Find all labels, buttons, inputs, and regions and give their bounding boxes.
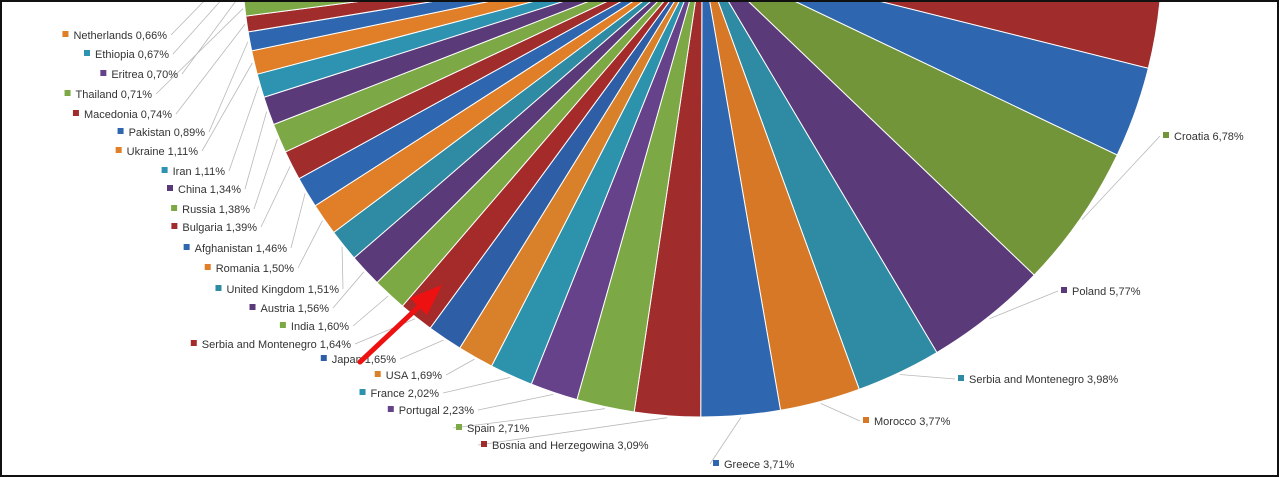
- leader-line-iran-1-11: [228, 86, 259, 172]
- slice-label-usa-1-69: USA 1,69%: [386, 370, 442, 382]
- slice-label-bulgaria-1-39: Bulgaria 1,39%: [182, 222, 257, 234]
- leader-line-india-1-60: [352, 295, 389, 327]
- leader-line-japan-1-65: [399, 339, 444, 360]
- legend-swatch-croatia-6-78: [1163, 132, 1169, 138]
- legend-swatch-afghanistan-1-46: [183, 244, 190, 250]
- red-arrow-annotation: [357, 285, 442, 365]
- slice-label-croatia-6-78: Croatia 6,78%: [1174, 131, 1244, 143]
- leader-line-afghanistan-1-46: [290, 193, 306, 249]
- leader-line-poland-5-77: [989, 290, 1059, 320]
- slice-label-pakistan-0-89: Pakistan 0,89%: [129, 127, 206, 139]
- legend-swatch-usa-1-69: [374, 371, 381, 377]
- leader-line-russia-1-38: [253, 138, 278, 210]
- leader-line-serbia-and-montenegro-3-98: [899, 374, 956, 380]
- slice-label-eritrea-0-70: Eritrea 0,70%: [111, 69, 178, 81]
- slice-label-morocco-3-77: Morocco 3,77%: [874, 416, 951, 428]
- slice-label-france-2-02: France 2,02%: [371, 388, 440, 400]
- leader-lines: [155, 2, 1161, 465]
- slice-label-greece-3-71: Greece 3,71%: [724, 459, 795, 471]
- slice-label-serbia-and-montenegro-1-64: Serbia and Montenegro 1,64%: [202, 339, 351, 351]
- legend-swatch-iran-1-11: [161, 167, 168, 173]
- leader-line-usa-1-69: [445, 358, 475, 376]
- legend-swatch-ukraine-1-11: [115, 147, 122, 153]
- leader-line-ukraine-1-11: [201, 62, 253, 152]
- slice-label-thailand-0-71: Thailand 0,71%: [76, 89, 153, 101]
- legend-swatch-morocco-3-77: [863, 417, 869, 423]
- leader-line-spain-2-71: [452, 408, 605, 429]
- pie-slice-thailand-0-71: [243, 2, 359, 17]
- leader-line-ethiopia-0-67: [172, 2, 221, 55]
- slice-label-portugal-2-23: Portugal 2,23%: [399, 405, 474, 417]
- legend-swatch-india-1-60: [279, 322, 286, 328]
- legend-swatch-spain-2-71: [456, 424, 462, 430]
- slice-label-united-kingdom-1-51: United Kingdom 1,51%: [226, 284, 339, 296]
- slice-label-ethiopia-0-67: Ethiopia 0,67%: [95, 49, 169, 61]
- slice-label-bosnia-and-herzegowina-3-09: Bosnia and Herzegowina 3,09%: [492, 440, 649, 452]
- leader-line-pakistan-0-89: [208, 41, 249, 133]
- leader-line-macedonia-0-74: [175, 24, 246, 115]
- legend-swatch-poland-5-77: [1061, 287, 1067, 293]
- slice-label-russia-1-38: Russia 1,38%: [182, 204, 250, 216]
- legend-swatch-japan-1-65: [320, 355, 327, 361]
- slice-label-spain-2-71: Spain 2,71%: [467, 423, 530, 435]
- slice-label-macedonia-0-74: Macedonia 0,74%: [84, 109, 172, 121]
- leader-line-china-1-34: [244, 111, 268, 190]
- leader-line-bulgaria-1-39: [260, 166, 291, 228]
- leader-line-austria-1-56: [332, 271, 365, 309]
- slice-label-austria-1-56: Austria 1,56%: [261, 303, 330, 315]
- leader-line-netherlands-0-66: [170, 2, 204, 36]
- legend-swatch-netherlands-0-66: [62, 31, 69, 37]
- legend-swatch-austria-1-56: [249, 304, 256, 310]
- legend-swatch-thailand-0-71: [64, 90, 71, 96]
- slice-label-afghanistan-1-46: Afghanistan 1,46%: [195, 243, 288, 255]
- legend-swatch-pakistan-0-89: [117, 128, 124, 134]
- legend-swatch-romania-1-50: [204, 264, 211, 270]
- leader-line-croatia-6-78: [1081, 135, 1161, 220]
- leader-line-portugal-2-23: [477, 394, 554, 411]
- slice-label-china-1-34: China 1,34%: [178, 184, 241, 196]
- legend-swatch-eritrea-0-70: [100, 70, 107, 76]
- slice-label-netherlands-0-66: Netherlands 0,66%: [73, 30, 167, 42]
- legend-swatch-macedonia-0-74: [72, 110, 79, 116]
- pie-slices: [243, 2, 1161, 418]
- legend-swatch-bosnia-and-herzegowina-3-09: [481, 441, 487, 447]
- leader-line-greece-3-71: [709, 417, 742, 465]
- slice-label-poland-5-77: Poland 5,77%: [1072, 286, 1141, 298]
- slice-label-serbia-and-montenegro-3-98: Serbia and Montenegro 3,98%: [969, 374, 1118, 386]
- legend-swatch-serbia-and-montenegro-3-98: [958, 375, 964, 381]
- leader-line-united-kingdom-1-51: [341, 246, 344, 290]
- leader-line-bosnia-and-herzegowina-3-09: [477, 417, 668, 446]
- pie-slice-croatia-6-78: [748, 2, 1118, 276]
- slice-label-iran-1-11: Iran 1,11%: [173, 166, 226, 178]
- slice-label-ukraine-1-11: Ukraine 1,11%: [127, 146, 199, 158]
- pie-slice-partial-1: [880, 2, 1161, 69]
- leader-line-morocco-3-77: [820, 403, 861, 422]
- legend-swatch-ethiopia-0-67: [84, 50, 90, 56]
- slice-label-romania-1-50: Romania 1,50%: [216, 263, 294, 275]
- legend-swatch-portugal-2-23: [387, 406, 394, 412]
- legend-swatch-serbia-and-montenegro-1-64: [190, 340, 197, 346]
- slice-labels: Croatia 6,78% Poland 5,77% Serbia and Mont…: [62, 30, 1244, 471]
- leader-line-romania-1-50: [297, 220, 323, 269]
- slice-label-india-1-60: India 1,60%: [291, 321, 349, 333]
- arrow-head: [410, 285, 442, 315]
- leader-line-france-2-02: [442, 376, 511, 394]
- legend-swatch-france-2-02: [359, 389, 366, 395]
- legend-swatch-china-1-34: [167, 185, 173, 191]
- leader-line-eritrea-0-70: [181, 2, 236, 75]
- arrow-shaft: [357, 296, 430, 365]
- legend-swatch-russia-1-38: [171, 205, 178, 211]
- legend-swatch-united-kingdom-1-51: [215, 285, 222, 291]
- leader-line-thailand-0-71: [155, 8, 244, 95]
- legend-swatch-greece-3-71: [713, 460, 719, 466]
- legend-swatch-bulgaria-1-39: [171, 223, 178, 229]
